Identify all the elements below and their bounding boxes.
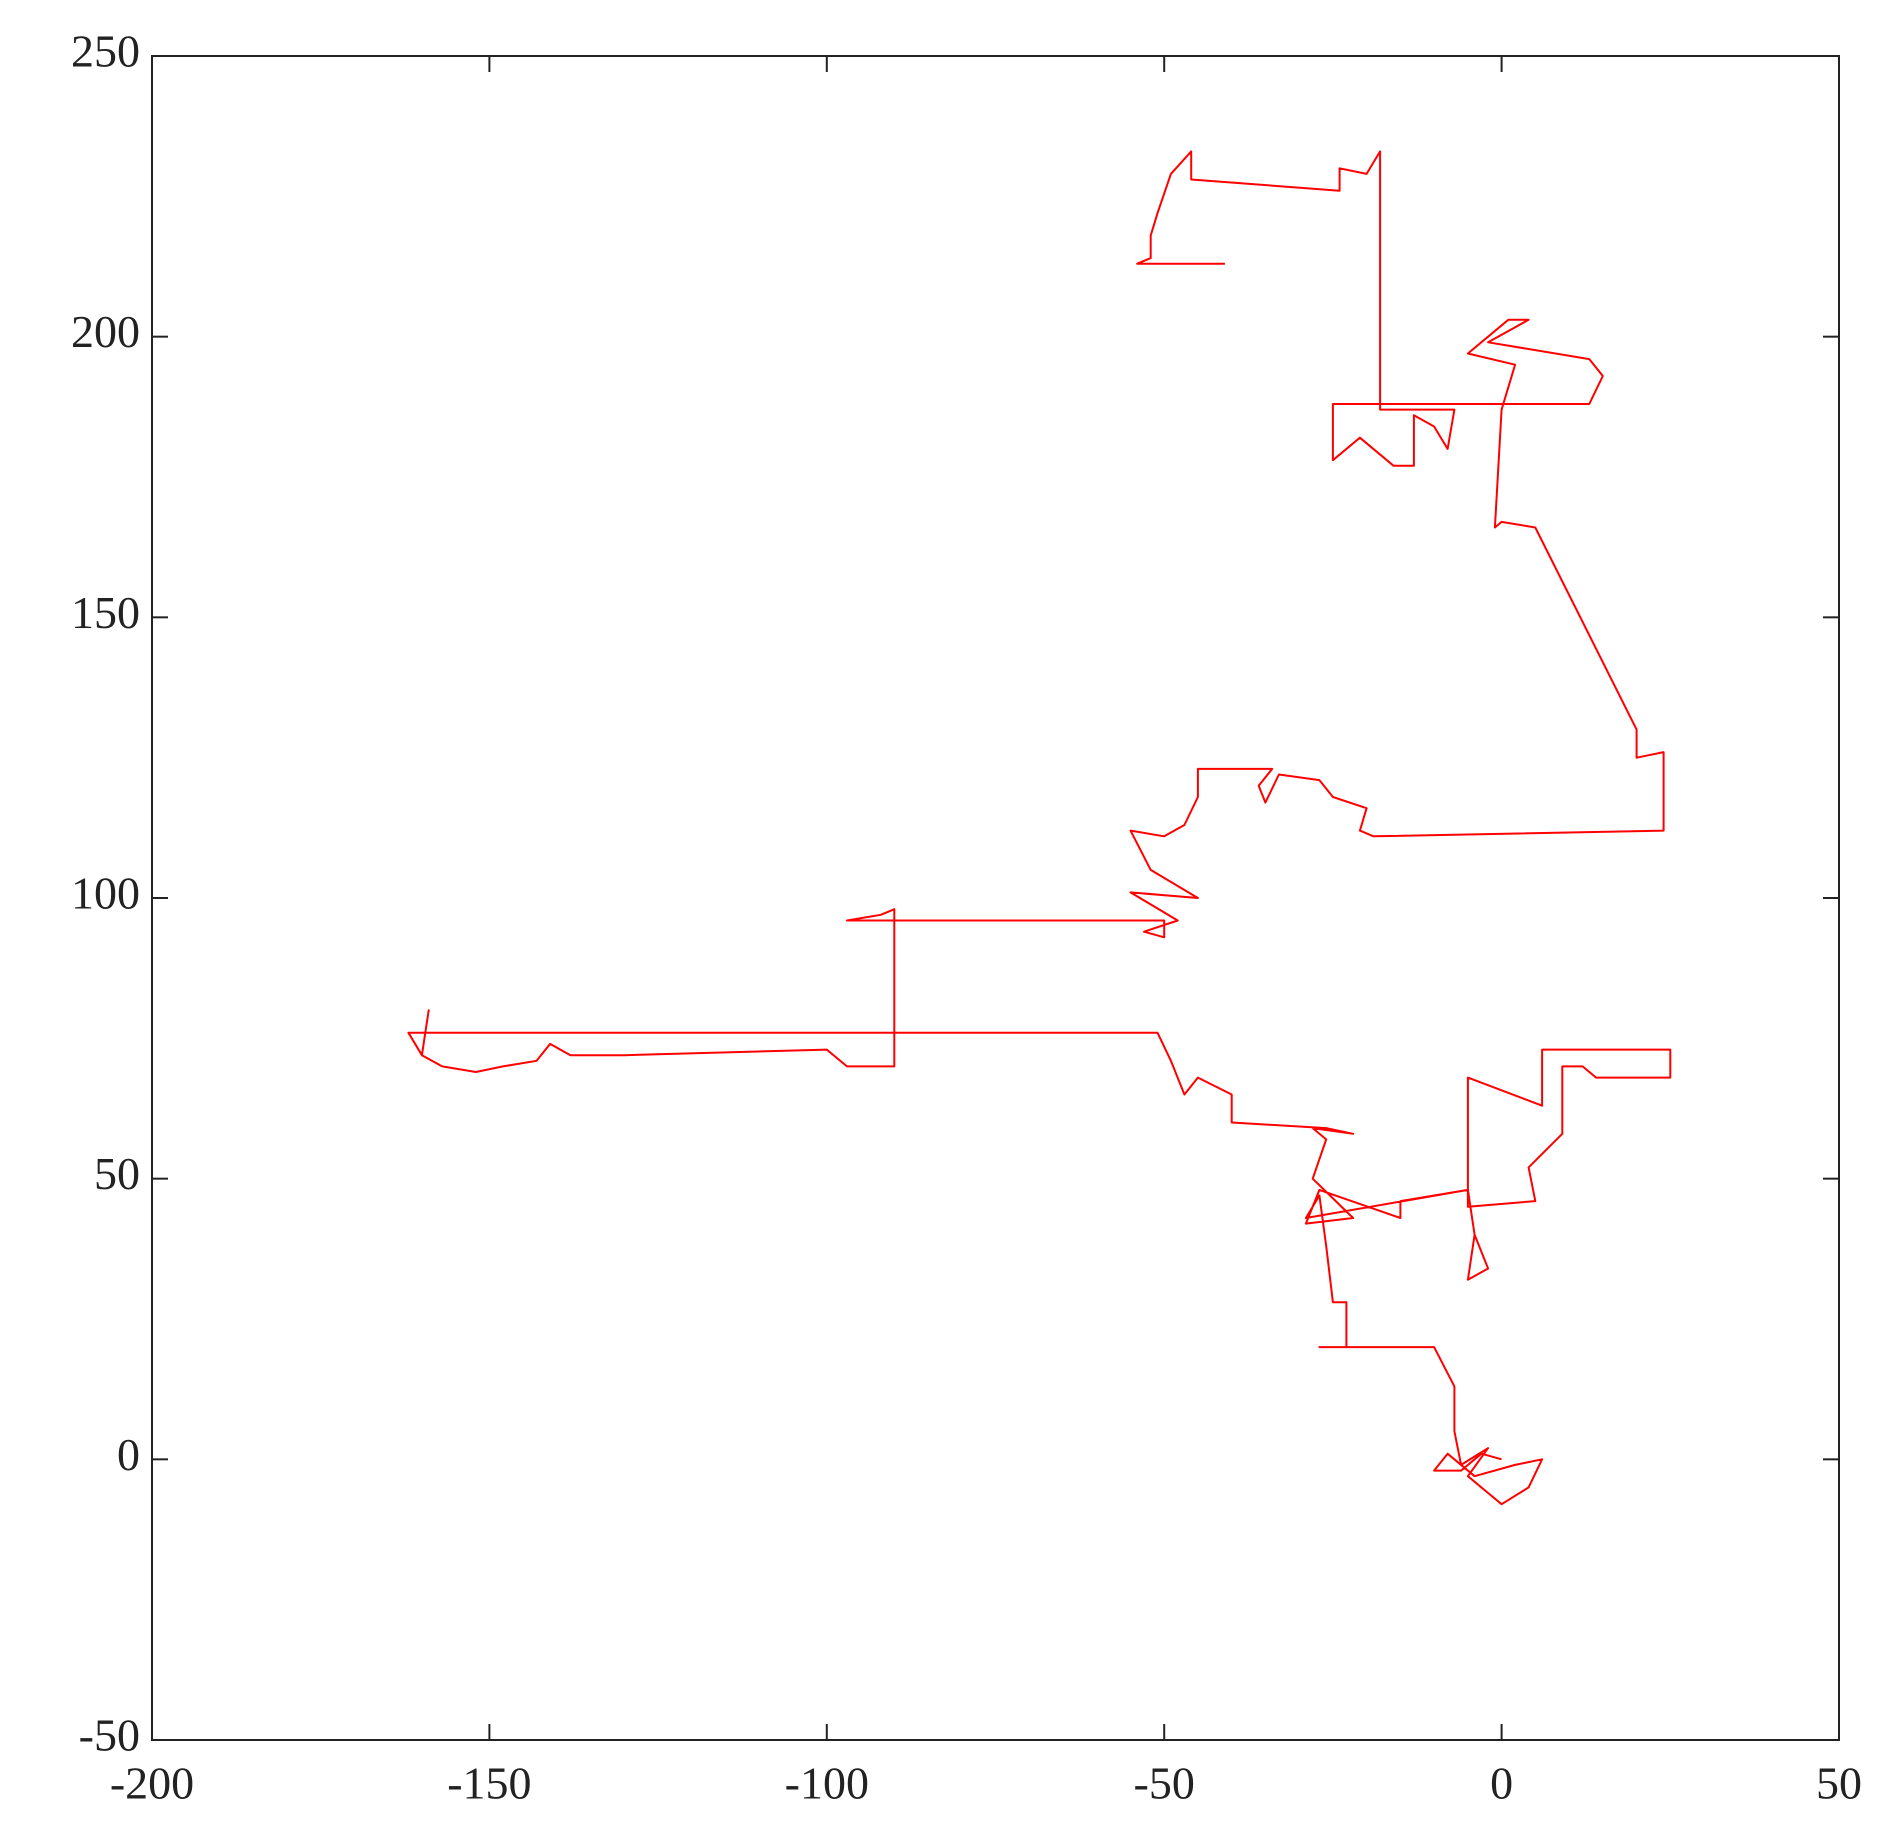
x-tick-label: -150 xyxy=(447,1758,531,1809)
x-tick-label: 0 xyxy=(1490,1758,1513,1809)
y-tick-label: 150 xyxy=(71,587,140,638)
y-tick-label: 100 xyxy=(71,868,140,919)
x-tick-label: -100 xyxy=(785,1758,869,1809)
x-tick-label: -200 xyxy=(110,1758,194,1809)
x-tick-label: 50 xyxy=(1816,1758,1862,1809)
y-tick-label: -50 xyxy=(79,1710,140,1761)
y-tick-label: 0 xyxy=(117,1429,140,1480)
y-tick-label: 50 xyxy=(94,1148,140,1199)
plot-frame xyxy=(151,55,1840,1741)
x-tick-label: -50 xyxy=(1134,1758,1195,1809)
y-tick-label: 250 xyxy=(71,26,140,77)
walk-line xyxy=(407,150,1672,1506)
y-tick-label: 200 xyxy=(71,306,140,357)
